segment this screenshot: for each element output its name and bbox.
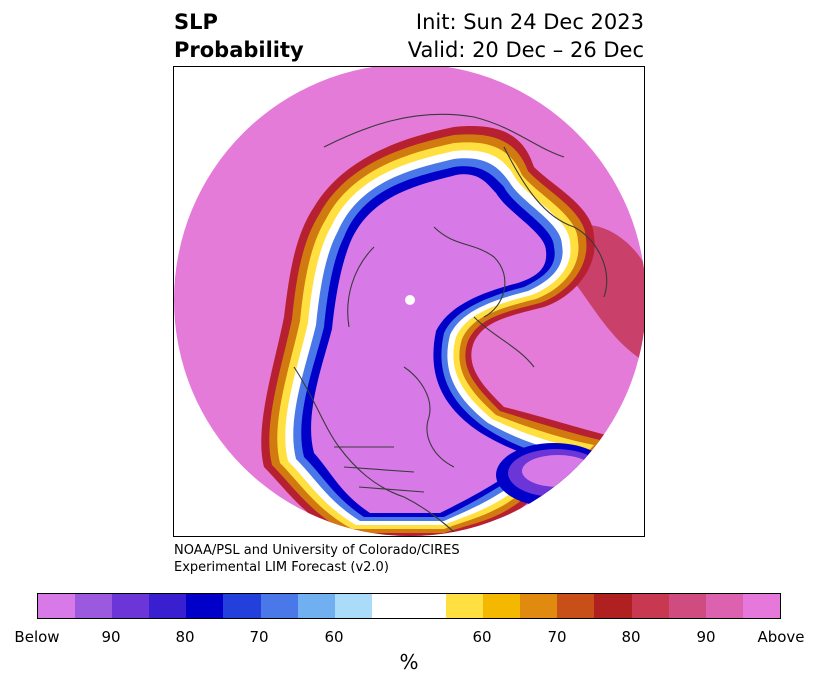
map-panel <box>173 66 645 537</box>
colorbar-tick-label: Above <box>757 628 805 646</box>
europe-high-core <box>574 225 644 367</box>
colorbar-segment <box>446 594 484 618</box>
chart-title-right: Init: Sun 24 Dec 2023 Valid: 20 Dec – 26… <box>408 8 644 64</box>
colorbar-segment <box>631 594 669 618</box>
colorbar-segment <box>38 594 76 618</box>
colorbar-segment <box>371 594 447 618</box>
valid-range: Valid: 20 Dec – 26 Dec <box>407 38 644 62</box>
credit-line-1: NOAA/PSL and University of Colorado/CIRE… <box>174 543 460 558</box>
colorbar-segment <box>520 594 558 618</box>
coastlines <box>293 113 608 536</box>
chart-title-left: SLP Probability <box>174 8 304 64</box>
product-label: Probability <box>174 38 304 62</box>
colorbar-segment <box>742 594 780 618</box>
colorbar-segment <box>186 594 224 618</box>
colorbar-segment <box>75 594 113 618</box>
colorbar <box>37 593 781 619</box>
atlantic-low-core <box>522 455 594 487</box>
colorbar-segment <box>334 594 372 618</box>
colorbar-tick-label: 60 <box>472 628 492 646</box>
colorbar-segment <box>223 594 261 618</box>
colorbar-segment <box>112 594 150 618</box>
colorbar-segment <box>705 594 743 618</box>
colorbar-segment <box>260 594 298 618</box>
colorbar-segment <box>149 594 187 618</box>
colorbar-segment <box>557 594 595 618</box>
colorbar-unit: % <box>399 650 419 674</box>
colorbar-segment <box>483 594 521 618</box>
colorbar-tick-label: 80 <box>621 628 641 646</box>
colorbar-segment <box>668 594 706 618</box>
colorbar-tick-label: 90 <box>696 628 716 646</box>
colorbar-tick-label: Below <box>14 628 60 646</box>
colorbar-tick-label: 80 <box>175 628 195 646</box>
credit-text: NOAA/PSL and University of Colorado/CIRE… <box>174 542 460 576</box>
colorbar-tick-label: 60 <box>324 628 344 646</box>
colorbar-segment <box>594 594 632 618</box>
north-pole-marker <box>405 295 415 305</box>
colorbar-segment <box>297 594 335 618</box>
variable-label: SLP <box>174 10 218 34</box>
credit-line-2: Experimental LIM Forecast (v2.0) <box>174 560 389 575</box>
colorbar-tick-label: 70 <box>249 628 269 646</box>
below-core <box>311 174 552 514</box>
colorbar-tick-label: 90 <box>101 628 121 646</box>
polar-map <box>174 67 644 536</box>
colorbar-tick-label: 70 <box>547 628 567 646</box>
init-date: Init: Sun 24 Dec 2023 <box>415 10 644 34</box>
